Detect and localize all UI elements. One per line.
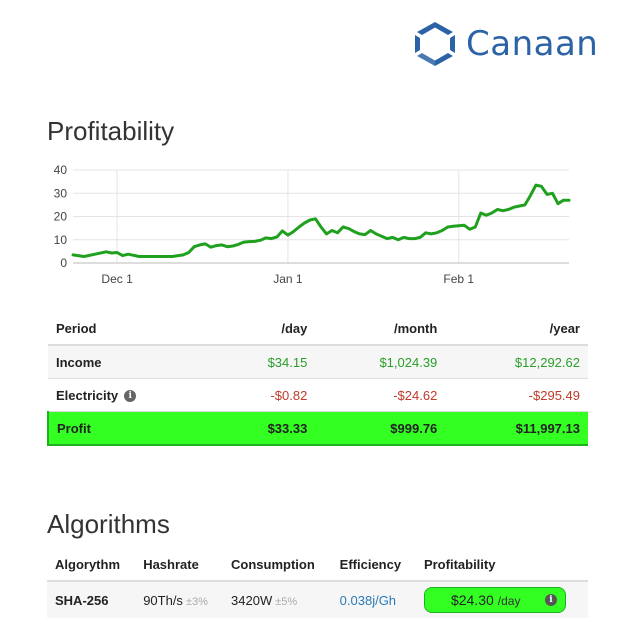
info-icon[interactable]: i bbox=[124, 390, 137, 403]
header-month: /month bbox=[315, 312, 446, 346]
y-tick-label: 0 bbox=[60, 256, 67, 270]
y-tick-label: 10 bbox=[54, 233, 68, 247]
income-day: $34.15 bbox=[217, 345, 316, 379]
x-tick-label: Feb 1 bbox=[443, 272, 474, 286]
algorithms-table: Algorythm Hashrate Consumption Efficienc… bbox=[47, 548, 588, 618]
profit-year: $11,997.13 bbox=[445, 411, 588, 446]
profitability-table: Period /day /month /year Income $34.15 $… bbox=[46, 312, 588, 446]
header-hashrate: Hashrate bbox=[135, 548, 224, 582]
row-label-income: Income bbox=[48, 345, 218, 379]
header-period: Period bbox=[48, 312, 218, 346]
profit-value-wrap: $24.30/day bbox=[451, 592, 521, 608]
algo-profitability-cell: $24.30/day i bbox=[415, 581, 588, 618]
profit-value: $24.30 bbox=[450, 592, 494, 608]
brand-name: Canaan bbox=[466, 24, 599, 64]
hexagon-logo-icon bbox=[415, 22, 455, 66]
info-icon[interactable]: i bbox=[544, 594, 557, 606]
algo-efficiency: 0.038j/Gh bbox=[331, 581, 416, 618]
x-tick-label: Dec 1 bbox=[101, 272, 133, 286]
profit-day: $33.33 bbox=[217, 411, 316, 446]
header-day: /day bbox=[217, 312, 316, 346]
header-profitability: Profitability bbox=[415, 548, 588, 582]
algo-hashrate: 90Th/s bbox=[143, 592, 183, 608]
electricity-label: Electricity bbox=[56, 387, 119, 403]
income-month: $1,024.39 bbox=[315, 345, 446, 379]
algo-hashrate-variance: ±3% bbox=[185, 595, 208, 608]
profitability-chart: 0 10 20 30 40 Dec 1 Jan 1 Feb 1 bbox=[54, 163, 571, 286]
algo-consumption-cell: 3420W ±5% bbox=[223, 581, 332, 618]
header-consumption: Consumption bbox=[223, 548, 332, 582]
algo-consumption: 3420W bbox=[231, 592, 273, 608]
table-header-row: Period /day /month /year bbox=[48, 312, 588, 346]
profitability-title: Profitability bbox=[47, 116, 175, 146]
series-line bbox=[71, 183, 571, 258]
algo-hashrate-cell: 90Th/s ±3% bbox=[135, 581, 224, 618]
electricity-day: -$0.82 bbox=[217, 378, 316, 412]
header-algorithm: Algorythm bbox=[47, 548, 136, 582]
header-year: /year bbox=[445, 312, 588, 346]
electricity-month: -$24.62 bbox=[315, 378, 446, 412]
y-tick-label: 40 bbox=[54, 163, 68, 177]
row-label-profit: Profit bbox=[46, 411, 218, 446]
y-tick-label: 20 bbox=[54, 210, 68, 224]
profitability-pill[interactable]: $24.30/day i bbox=[423, 587, 566, 613]
table-row-profit: Profit $33.33 $999.76 $11,997.13 bbox=[46, 411, 588, 446]
row-label-electricity: Electricity i bbox=[48, 378, 218, 412]
profit-unit: /day bbox=[497, 594, 521, 608]
algorithms-title: Algorithms bbox=[47, 509, 170, 539]
electricity-year: -$295.49 bbox=[445, 378, 588, 412]
profit-month: $999.76 bbox=[315, 411, 446, 446]
algo-name: SHA-256 bbox=[47, 581, 136, 618]
table-row-electricity: Electricity i -$0.82 -$24.62 -$295.49 bbox=[48, 378, 588, 412]
x-tick-label: Jan 1 bbox=[273, 272, 303, 286]
table-row-income: Income $34.15 $1,024.39 $12,292.62 bbox=[48, 345, 588, 379]
algo-row: SHA-256 90Th/s ±3% 3420W ±5% 0.038j/Gh $24… bbox=[47, 581, 588, 618]
header-efficiency: Efficiency bbox=[331, 548, 416, 582]
y-tick-label: 30 bbox=[54, 186, 68, 200]
algo-consumption-variance: ±5% bbox=[275, 595, 298, 608]
algo-header-row: Algorythm Hashrate Consumption Efficienc… bbox=[47, 548, 588, 582]
income-year: $12,292.62 bbox=[445, 345, 588, 379]
canaan-logo: Canaan bbox=[410, 18, 610, 70]
